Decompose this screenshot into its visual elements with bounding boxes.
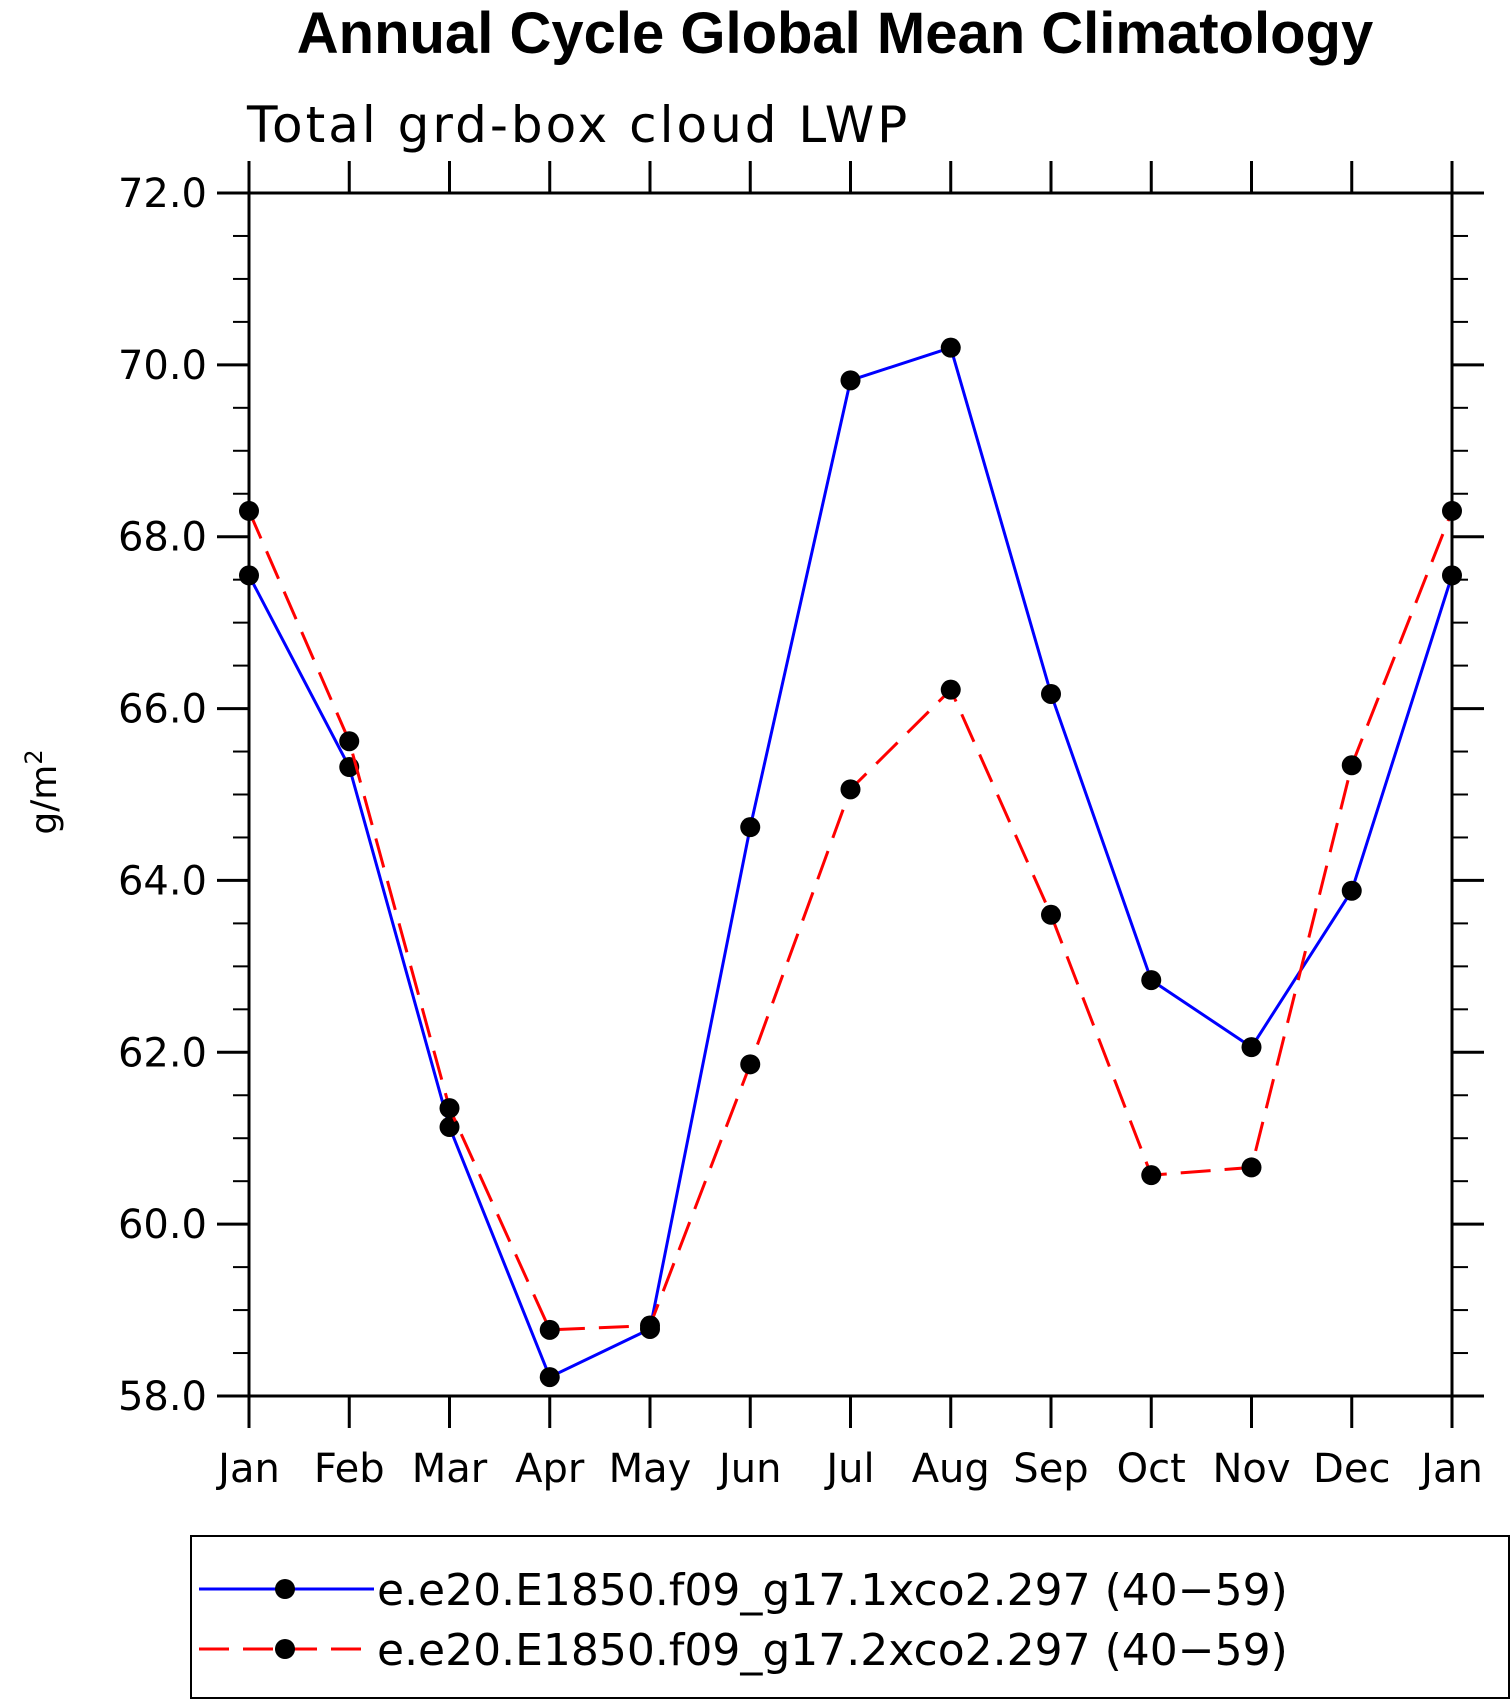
data-point xyxy=(1141,1165,1162,1186)
data-point xyxy=(1341,880,1362,901)
data-point xyxy=(940,337,961,358)
y-tick-label: 72.0 xyxy=(118,171,207,217)
data-point xyxy=(239,565,259,586)
data-point xyxy=(239,500,259,521)
x-tick-label: Jan xyxy=(1418,1446,1483,1492)
data-point xyxy=(840,779,861,800)
series-line xyxy=(247,510,1454,1332)
data-point xyxy=(1341,755,1362,776)
x-tick-label: Oct xyxy=(1117,1446,1186,1492)
x-tick-label: Jul xyxy=(823,1446,874,1492)
legend-marker-2 xyxy=(275,1639,295,1659)
data-point xyxy=(539,1367,560,1388)
x-tick-label: Aug xyxy=(912,1446,990,1492)
x-tick-label: Sep xyxy=(1013,1446,1088,1492)
series-1 xyxy=(239,337,1462,1388)
y-tick-label: 62.0 xyxy=(118,1030,207,1076)
data-point xyxy=(1041,683,1061,704)
data-point xyxy=(539,1319,560,1340)
y-tick-label: 60.0 xyxy=(118,1202,207,1248)
x-tick-label: Mar xyxy=(412,1446,488,1492)
legend-label-1: e.e20.E1850.f09_g17.1xco2.297 (40−59) xyxy=(377,1565,1288,1616)
data-point xyxy=(439,1117,460,1138)
data-point xyxy=(339,731,360,752)
data-point xyxy=(640,1315,660,1336)
legend-label-2: e.e20.E1850.f09_g17.2xco2.297 (40−59) xyxy=(377,1625,1288,1676)
data-point xyxy=(940,679,961,700)
y-tick-label: 70.0 xyxy=(118,343,207,389)
y-tick-label: 66.0 xyxy=(118,687,207,733)
data-point xyxy=(1241,1157,1262,1178)
data-point xyxy=(740,817,761,838)
legend-box xyxy=(190,1535,1510,1699)
data-point xyxy=(1442,565,1462,586)
data-point xyxy=(840,370,861,391)
legend-marker-1 xyxy=(275,1579,295,1599)
x-tick-label: Nov xyxy=(1212,1446,1290,1492)
x-tick-label: Feb xyxy=(314,1446,385,1492)
data-point xyxy=(1241,1037,1262,1058)
y-axis-label: g/m2 xyxy=(20,749,65,834)
x-tick-label: Jan xyxy=(215,1446,280,1492)
y-axis-label-exponent: 2 xyxy=(20,749,48,764)
series-line xyxy=(247,345,1454,1380)
x-tick-label: Dec xyxy=(1313,1446,1390,1492)
plot-axes: 58.0 60.0 62.0 64.0 66.0 68.0 70.0 72.0 Jan Feb Ma… xyxy=(118,161,1484,1492)
data-point xyxy=(1141,970,1162,991)
x-tick-label: Jun xyxy=(716,1446,782,1492)
chart-title: Annual Cycle Global Mean Climatology xyxy=(297,1,1373,66)
data-point xyxy=(1442,500,1462,521)
series-2 xyxy=(239,500,1462,1340)
data-point xyxy=(1041,904,1061,925)
x-tick-label: May xyxy=(609,1446,692,1492)
y-axis-label-unit: g/m xyxy=(24,765,65,835)
y-tick-label: 68.0 xyxy=(118,515,207,561)
chart-subtitle: Total grd-box cloud LWP xyxy=(246,96,910,154)
data-point xyxy=(740,1054,761,1075)
data-point xyxy=(439,1098,460,1119)
y-tick-label: 58.0 xyxy=(118,1374,207,1420)
series-layer xyxy=(239,337,1462,1388)
legend: e.e20.E1850.f09_g17.1xco2.297 (40−59) e.e… xyxy=(190,1535,1510,1699)
y-tick-label: 64.0 xyxy=(118,858,207,904)
x-tick-label: Apr xyxy=(515,1446,585,1492)
